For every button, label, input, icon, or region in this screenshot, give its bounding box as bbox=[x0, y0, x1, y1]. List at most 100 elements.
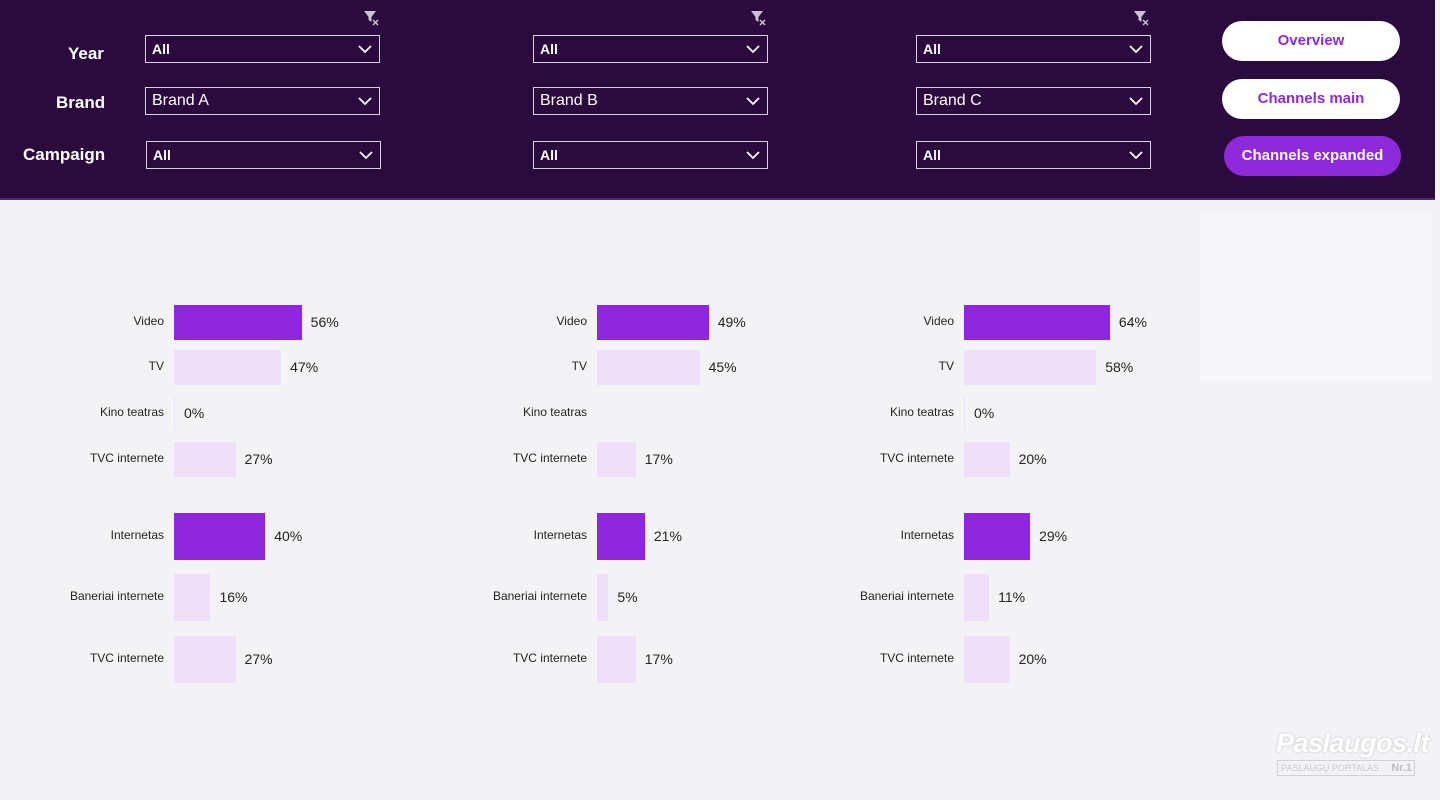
chevron-down-icon bbox=[358, 45, 372, 54]
watermark-subtitle: PASLAUGŲ PORTALAS Nr.1 bbox=[1277, 760, 1415, 776]
category-label: Video bbox=[923, 314, 954, 328]
bar[interactable] bbox=[597, 304, 709, 340]
year-label: Year bbox=[68, 44, 104, 63]
category-label: Kino teatras bbox=[522, 405, 587, 419]
report-canvas bbox=[0, 202, 1435, 800]
bar[interactable] bbox=[174, 395, 175, 431]
category-label: Baneriai internete bbox=[69, 589, 164, 603]
brand-dropdown-3[interactable]: Brand C bbox=[916, 87, 1151, 115]
filter-header: Year Brand Campaign All Brand A All All … bbox=[0, 0, 1435, 200]
category-label: Baneriai internete bbox=[492, 589, 587, 603]
data-label: 20% bbox=[1018, 451, 1047, 467]
clear-filter-icon[interactable] bbox=[363, 10, 379, 26]
brand-value: Brand C bbox=[923, 92, 982, 109]
campaign-label: Campaign bbox=[23, 145, 106, 164]
bar[interactable] bbox=[597, 635, 636, 683]
category-label: Baneriai internete bbox=[859, 589, 954, 603]
chevron-down-icon bbox=[1129, 151, 1143, 160]
data-label: 17% bbox=[644, 451, 673, 467]
category-label: Kino teatras bbox=[889, 405, 954, 419]
category-label: TVC internete bbox=[512, 651, 587, 665]
bar[interactable] bbox=[964, 349, 1097, 385]
chevron-down-icon bbox=[1129, 97, 1143, 106]
watermark-badge: Nr.1 bbox=[1391, 762, 1412, 774]
category-label: TV bbox=[571, 359, 587, 373]
channels-expanded-button[interactable]: Channels expanded bbox=[1224, 136, 1401, 176]
clear-filter-icon[interactable] bbox=[1133, 10, 1149, 26]
bar[interactable] bbox=[597, 441, 636, 477]
brand-dropdown-1[interactable]: Brand A bbox=[145, 87, 380, 115]
category-label: TVC internete bbox=[512, 451, 587, 465]
bar[interactable] bbox=[964, 395, 965, 431]
data-label: 64% bbox=[1118, 314, 1147, 330]
bar[interactable] bbox=[597, 573, 609, 621]
category-label: Internetas bbox=[533, 528, 587, 542]
category-label: TVC internete bbox=[879, 651, 954, 665]
chevron-down-icon bbox=[746, 151, 760, 160]
campaign-dropdown-2[interactable]: All bbox=[533, 141, 768, 169]
bar[interactable] bbox=[174, 573, 211, 621]
data-label: 27% bbox=[244, 451, 273, 467]
data-label: 16% bbox=[219, 589, 248, 605]
data-label: 21% bbox=[653, 528, 682, 544]
watermark-title: Paslaugos.lt bbox=[1276, 728, 1430, 758]
data-label: 11% bbox=[998, 589, 1026, 605]
campaign-value: All bbox=[540, 147, 558, 163]
overview-button[interactable]: Overview bbox=[1222, 21, 1400, 61]
data-label: 45% bbox=[708, 359, 737, 375]
chevron-down-icon bbox=[359, 151, 373, 160]
data-label: 20% bbox=[1018, 651, 1047, 667]
campaign-value: All bbox=[923, 147, 941, 163]
bar[interactable] bbox=[174, 441, 236, 477]
category-label: Video bbox=[556, 314, 587, 328]
year-dropdown-3[interactable]: All bbox=[916, 35, 1151, 63]
data-label: 40% bbox=[274, 528, 303, 544]
year-dropdown-2[interactable]: All bbox=[533, 35, 768, 63]
bar[interactable] bbox=[174, 304, 302, 340]
year-dropdown-1[interactable]: All bbox=[145, 35, 380, 63]
campaign-dropdown-1[interactable]: All bbox=[146, 141, 381, 169]
year-value: All bbox=[923, 41, 941, 57]
data-label: 47% bbox=[290, 359, 319, 375]
category-label: Video bbox=[133, 314, 164, 328]
bar[interactable] bbox=[964, 635, 1010, 683]
bar[interactable] bbox=[174, 635, 236, 683]
campaign-dropdown-3[interactable]: All bbox=[916, 141, 1151, 169]
bar[interactable] bbox=[964, 304, 1110, 340]
watermark-subtitle-text: PASLAUGŲ PORTALAS bbox=[1281, 763, 1380, 773]
data-label: 17% bbox=[644, 651, 673, 667]
channels-main-button[interactable]: Channels main bbox=[1222, 79, 1400, 119]
data-label: 0% bbox=[184, 405, 205, 421]
bar[interactable] bbox=[174, 349, 282, 385]
data-label: 49% bbox=[717, 314, 746, 330]
category-label: TVC internete bbox=[89, 651, 164, 665]
bar[interactable] bbox=[964, 573, 990, 621]
category-label: Kino teatras bbox=[99, 405, 164, 419]
chevron-down-icon bbox=[746, 97, 760, 106]
clear-filter-icon[interactable] bbox=[750, 10, 766, 26]
chevron-down-icon bbox=[1129, 45, 1143, 54]
data-label: 5% bbox=[617, 589, 638, 605]
brand-value: Brand B bbox=[540, 92, 598, 109]
data-label: 58% bbox=[1105, 359, 1134, 375]
bar[interactable] bbox=[174, 512, 266, 560]
year-value: All bbox=[540, 41, 558, 57]
brand-dropdown-2[interactable]: Brand B bbox=[533, 87, 768, 115]
category-label: TV bbox=[938, 359, 954, 373]
bar[interactable] bbox=[597, 349, 700, 385]
watermark: Paslaugos.lt PASLAUGŲ PORTALAS Nr.1 bbox=[1276, 728, 1430, 778]
category-label: TVC internete bbox=[89, 451, 164, 465]
category-label: TVC internete bbox=[879, 451, 954, 465]
data-label: 29% bbox=[1039, 528, 1068, 544]
chevron-down-icon bbox=[746, 45, 760, 54]
bar[interactable] bbox=[597, 512, 645, 560]
campaign-value: All bbox=[153, 147, 171, 163]
background-panel bbox=[1200, 212, 1432, 382]
data-label: 27% bbox=[244, 651, 273, 667]
data-label: 56% bbox=[310, 314, 339, 330]
bar[interactable] bbox=[964, 512, 1031, 560]
data-label: 0% bbox=[974, 405, 995, 421]
bar[interactable] bbox=[964, 441, 1010, 477]
year-value: All bbox=[152, 41, 170, 57]
category-label: Internetas bbox=[900, 528, 954, 542]
